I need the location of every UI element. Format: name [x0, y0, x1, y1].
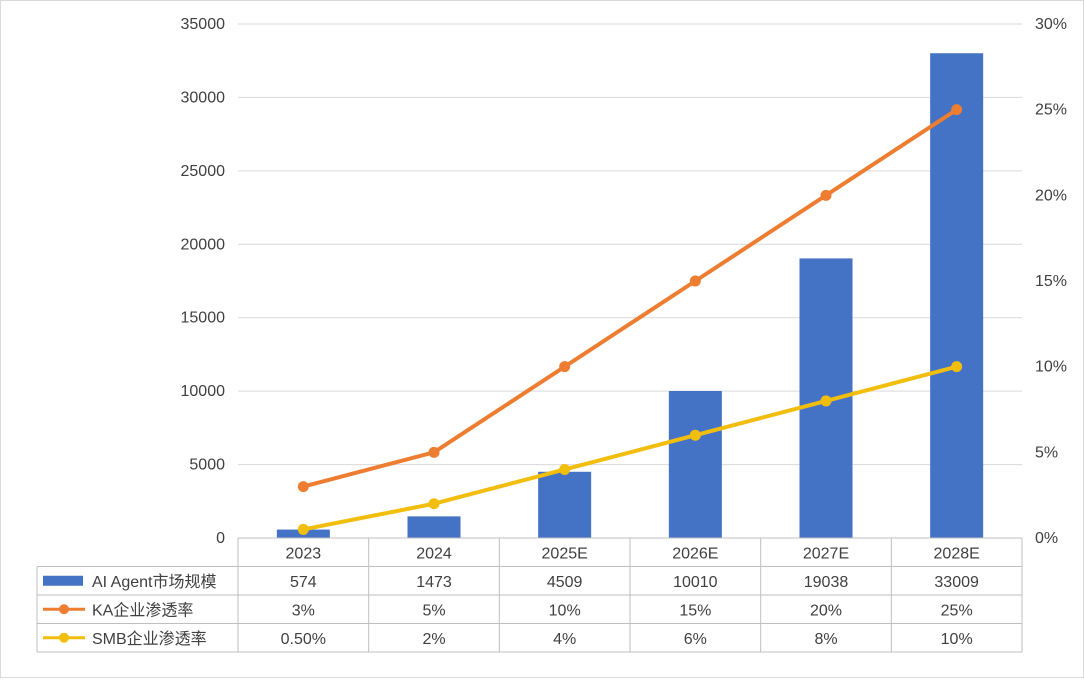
series-line [302, 364, 958, 532]
data-point [559, 361, 571, 373]
category-label: 2023 [286, 545, 322, 562]
right-axis-tick-label: 0% [1035, 530, 1058, 547]
bar [668, 390, 722, 538]
data-point [559, 463, 571, 475]
category-label: 2027E [803, 545, 849, 562]
left-axis-ticks: 0 5000 10000 15000 20000 25000 30000 35000 [181, 16, 226, 547]
data-label: 4% [553, 631, 576, 648]
left-axis-tick-label: 15000 [181, 310, 226, 327]
data-point [689, 275, 701, 287]
data-label: 10% [549, 602, 581, 619]
data-label: 15% [679, 602, 711, 619]
data-label: 20% [810, 602, 842, 619]
left-axis-tick-label: 25000 [181, 163, 226, 180]
left-axis-tick-label: 30000 [181, 89, 226, 106]
legend-label: AI Agent市场规模 [92, 573, 217, 591]
data-point [951, 104, 963, 116]
left-axis-tick-label: 35000 [181, 16, 226, 33]
data-label: 574 [290, 574, 317, 591]
left-axis-tick-label: 10000 [181, 383, 226, 400]
data-label: 4509 [547, 574, 583, 591]
right-axis-tick-label: 30% [1035, 16, 1067, 33]
right-axis-tick-label: 10% [1035, 359, 1067, 376]
category-label: 2026E [672, 545, 718, 562]
data-label: 3% [292, 602, 315, 619]
data-label: 10% [941, 631, 973, 648]
bar [538, 471, 592, 538]
left-axis-tick-label: 20000 [181, 236, 226, 253]
data-label: 0.50% [281, 631, 326, 648]
bar [930, 53, 984, 538]
right-axis-tick-label: 25% [1035, 102, 1067, 119]
data-table: 2023 2024 2025E 2026E 2027E 2028E AI Agent市场规模… [36, 537, 1023, 653]
category-label: 2025E [542, 545, 588, 562]
legend-marker-key [59, 604, 69, 615]
series-line [302, 107, 958, 489]
data-label: 33009 [934, 574, 979, 591]
right-axis-tick-label: 5% [1035, 444, 1058, 461]
category-label: 2028E [934, 545, 980, 562]
data-label: 1473 [416, 574, 452, 591]
data-label: 5% [422, 602, 445, 619]
gridlines [238, 23, 1022, 466]
right-axis-tick-label: 20% [1035, 187, 1067, 204]
left-axis-tick-label: 0 [216, 530, 225, 547]
data-point [689, 429, 701, 441]
data-point [820, 189, 832, 201]
left-axis-tick-label: 5000 [189, 457, 225, 474]
data-point [428, 498, 440, 510]
category-label: 2024 [416, 545, 452, 562]
data-label: 19038 [804, 574, 849, 591]
data-point [951, 361, 963, 373]
data-point [820, 395, 832, 407]
bar [407, 516, 461, 538]
legend-label: KA企业渗透率 [92, 601, 193, 619]
data-point [297, 481, 309, 493]
data-label: 6% [684, 631, 707, 648]
data-point [297, 523, 309, 535]
right-axis-tick-label: 15% [1035, 273, 1067, 290]
data-label: 10010 [673, 574, 718, 591]
right-axis-ticks: 0% 5% 10% 15% 20% 25% 30% [1035, 16, 1067, 547]
legend-label: SMB企业渗透率 [92, 630, 207, 648]
data-label: 25% [941, 602, 973, 619]
legend-bar-key [43, 575, 83, 586]
line-series [297, 104, 963, 535]
data-label: 8% [814, 631, 837, 648]
data-label: 2% [422, 631, 445, 648]
data-point [428, 446, 440, 458]
legend-marker-key [59, 632, 69, 643]
